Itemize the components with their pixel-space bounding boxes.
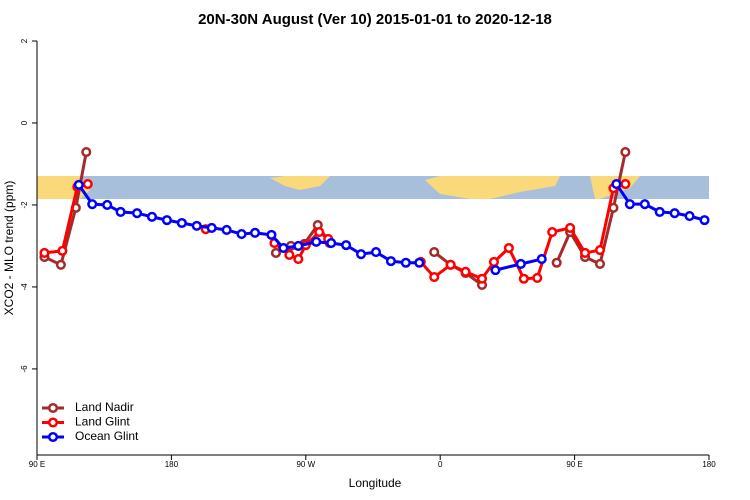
data-point — [547, 226, 558, 238]
data-point — [669, 208, 680, 219]
data-point — [82, 179, 93, 190]
legend-label: Ocean Glint — [75, 429, 139, 443]
data-point — [132, 208, 143, 219]
data-point — [249, 227, 261, 238]
data-point — [594, 244, 606, 256]
data-point — [429, 272, 440, 283]
data-point — [87, 199, 98, 210]
x-axis-label: Longitude — [349, 476, 402, 490]
data-point — [221, 224, 232, 236]
data-point — [624, 199, 635, 210]
data-point — [620, 179, 631, 190]
data-point — [81, 147, 92, 158]
data-point — [476, 273, 488, 284]
data-point — [146, 211, 158, 222]
data-point — [206, 222, 217, 233]
data-point — [278, 242, 289, 254]
data-point — [176, 217, 187, 229]
legend-label: Land Glint — [75, 415, 130, 429]
data-point — [565, 222, 576, 233]
data-point — [490, 265, 501, 276]
data-point — [293, 254, 304, 265]
data-point — [532, 272, 543, 283]
data-point — [311, 236, 322, 247]
data-point — [445, 259, 456, 270]
data-point — [551, 257, 562, 268]
data-point — [314, 226, 325, 238]
y-axis-label: XCO2 - MLO trend (ppm) — [2, 181, 16, 316]
data-point — [191, 220, 202, 231]
data-point — [284, 249, 295, 261]
data-point — [161, 215, 172, 226]
data-point — [266, 229, 277, 240]
x-tick-label: 0 — [438, 460, 443, 469]
legend-marker — [47, 402, 59, 414]
data-point — [429, 247, 440, 258]
data-point — [460, 266, 471, 277]
x-tick-label: 180 — [165, 460, 179, 469]
data-point — [594, 258, 606, 270]
data-point — [341, 240, 352, 251]
data-point — [57, 245, 68, 256]
data-point — [620, 147, 631, 158]
chart-title: 20N-30N August (Ver 10) 2015-01-01 to 20… — [198, 11, 552, 28]
data-point — [654, 206, 665, 217]
map-strip — [37, 176, 709, 199]
data-point — [515, 258, 526, 270]
legend-label: Land Nadir — [75, 400, 134, 414]
x-tick-label: 90 W — [296, 460, 315, 469]
y-tick-label: -6 — [20, 365, 29, 373]
data-point — [488, 256, 500, 267]
data-point — [684, 210, 695, 222]
x-tick-label: 180 — [702, 460, 716, 469]
x-tick-label: 90 E — [29, 460, 45, 469]
data-point — [385, 256, 396, 267]
data-point — [370, 247, 382, 258]
y-tick-label: 0 — [20, 120, 29, 125]
y-tick-label: -4 — [20, 283, 29, 291]
data-point — [503, 242, 514, 254]
data-point — [699, 215, 710, 226]
data-point — [580, 247, 591, 258]
data-point — [326, 238, 337, 249]
legend-marker — [47, 417, 59, 428]
data-point — [236, 229, 247, 240]
data-point — [293, 240, 304, 252]
y-tick-label: 2 — [20, 38, 29, 43]
legend-marker — [47, 431, 59, 443]
x-tick-label: 90 E — [566, 460, 582, 469]
data-point — [55, 259, 66, 270]
data-point — [73, 179, 84, 190]
data-point — [102, 199, 113, 211]
data-point — [518, 273, 529, 284]
data-point — [115, 206, 126, 217]
y-tick-label: -2 — [20, 201, 29, 209]
series-line — [43, 151, 627, 287]
data-point — [536, 254, 547, 265]
data-point — [400, 257, 411, 268]
data-point — [611, 179, 622, 190]
data-point — [414, 257, 425, 268]
data-point — [356, 249, 367, 260]
data-point — [270, 247, 281, 258]
data-point — [639, 199, 650, 210]
data-point — [39, 247, 50, 258]
